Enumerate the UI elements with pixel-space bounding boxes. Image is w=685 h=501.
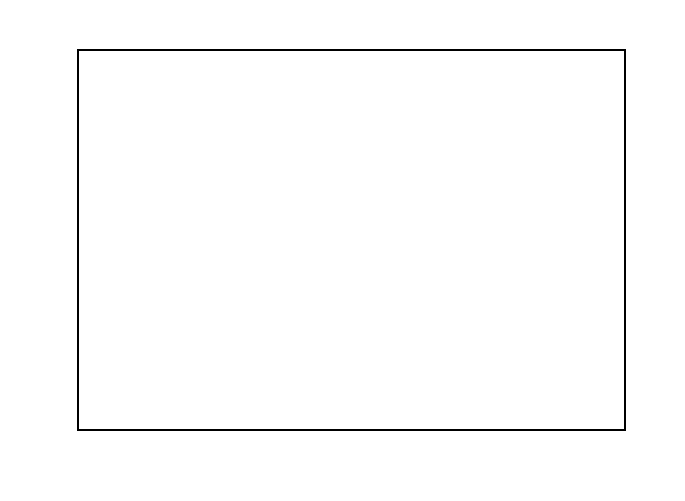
fe-chart	[0, 0, 685, 501]
